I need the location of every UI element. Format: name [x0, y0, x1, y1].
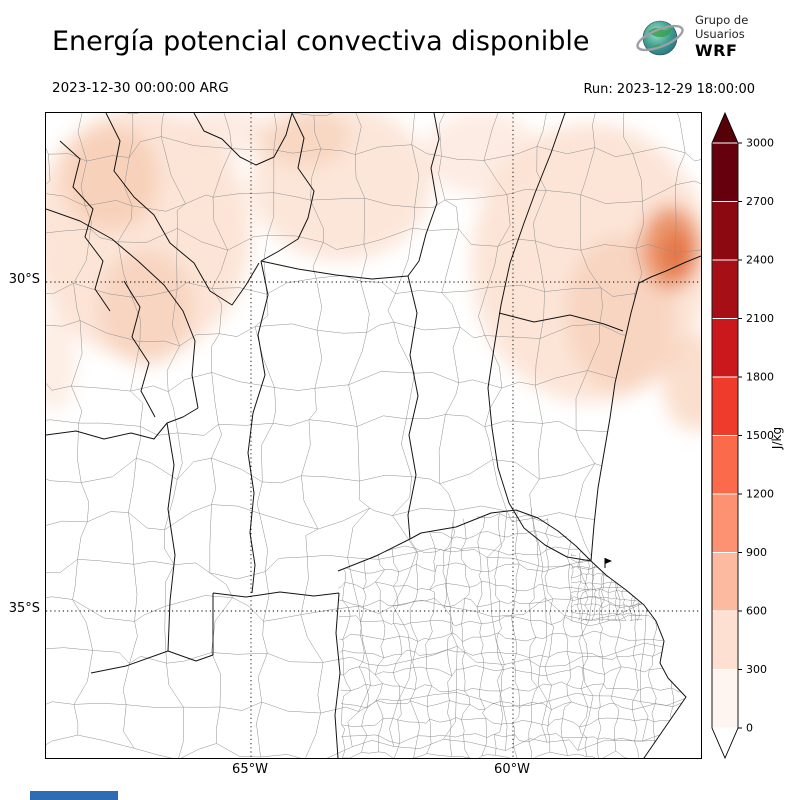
- wrf-globe-icon: [636, 20, 684, 56]
- colorbar-segment: [711, 610, 739, 670]
- cape-shading-layer: [46, 113, 701, 431]
- colorbar-over-arrow: [712, 113, 738, 143]
- colorbar-segment: [711, 435, 739, 495]
- colorbar-tick-label: 1500: [746, 429, 774, 442]
- colorbar-tick-label: 2100: [746, 312, 774, 325]
- colorbar-tick-label: 3000: [746, 137, 774, 150]
- logo-line-3: WRF: [695, 41, 738, 61]
- map-canvas: [46, 113, 701, 758]
- colorbar-ticks: [738, 142, 742, 729]
- page-title: Energía potencial convectiva disponible: [52, 26, 590, 57]
- lat-label-35s: 35°S: [8, 601, 40, 616]
- colorbar-segment: [711, 669, 739, 729]
- colorbar-segment: [711, 201, 739, 261]
- colorbar-canvas: 3000 2700 2400 2100 1800 1500 1200 900 6…: [711, 111, 784, 760]
- colorbar-tick-label: 600: [746, 605, 767, 618]
- colorbar-segment: [711, 318, 739, 378]
- run-time-label: Run: 2023-12-29 18:00:00: [583, 82, 755, 97]
- colorbar-tick-label: 1800: [746, 371, 774, 384]
- colorbar-unit-label: J/kg: [770, 427, 784, 450]
- map-plot: [45, 112, 702, 759]
- logo-line-2: Usuarios: [695, 27, 745, 41]
- lon-label-60w: 60°W: [494, 762, 530, 777]
- buenos-aires-marker: [604, 558, 612, 568]
- valid-time-label: 2023-12-30 00:00:00 ARG: [52, 80, 229, 96]
- colorbar-tick-label: 2700: [746, 195, 774, 208]
- lon-label-65w: 65°W: [232, 762, 268, 777]
- wrf-logo-text: Grupo de Usuarios WRF: [695, 13, 748, 62]
- province-boundaries-layer: [46, 113, 701, 758]
- colorbar-tick-label: 0: [746, 722, 753, 735]
- colorbar-segment: [711, 142, 739, 202]
- colorbar-tick-label: 2400: [746, 254, 774, 267]
- colorbar-tick-label: 1200: [746, 488, 774, 501]
- colorbar-segment: [711, 552, 739, 612]
- colorbar-tick-labels: 3000 2700 2400 2100 1800 1500 1200 900 6…: [746, 137, 774, 735]
- colorbar-segment: [711, 259, 739, 319]
- wrf-logo: Grupo de Usuarios WRF: [634, 10, 748, 64]
- lat-label-30s: 30°S: [8, 272, 40, 287]
- colorbar: 3000 2700 2400 2100 1800 1500 1200 900 6…: [705, 108, 800, 772]
- colorbar-tick-label: 900: [746, 546, 767, 559]
- colorbar-tick-label: 300: [746, 663, 767, 676]
- colorbar-under-arrow: [712, 728, 738, 758]
- logo-line-1: Grupo de: [695, 12, 749, 27]
- bottom-blue-fragment: [30, 791, 118, 800]
- colorbar-segment: [711, 376, 739, 436]
- colorbar-segment: [711, 493, 739, 553]
